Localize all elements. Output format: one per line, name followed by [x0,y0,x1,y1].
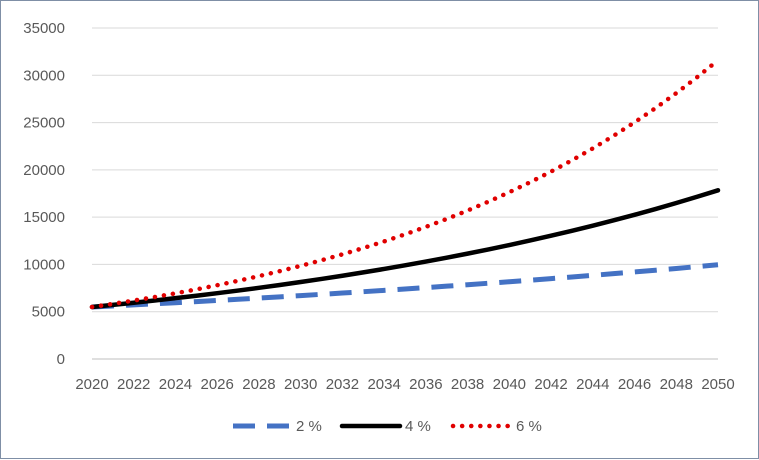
y-axis-ticks: 0 5000 10000 15000 20000 25000 30000 35000 [23,20,65,368]
x-tick-label: 2026 [201,376,234,393]
x-tick-label: 2042 [534,376,567,393]
series-lines [89,58,721,310]
legend-label-3: 6 % [516,418,542,435]
x-tick-label: 2024 [159,376,192,393]
y-tick-label: 20000 [23,162,65,179]
x-tick-label: 2020 [75,376,108,393]
y-tick-label: 0 [57,351,65,368]
x-tick-label: 2030 [284,376,317,393]
y-tick-label: 35000 [23,20,65,37]
x-tick-label: 2040 [493,376,526,393]
legend-label-2: 4 % [405,418,431,435]
x-tick-label: 2050 [701,376,734,393]
x-tick-label: 2048 [660,376,693,393]
series-line-3 [89,58,721,310]
x-tick-label: 2038 [451,376,484,393]
x-axis-ticks: 2020 2022 2024 2026 2028 2030 2032 2034 2036 2038… [75,376,734,393]
x-tick-label: 2022 [117,376,150,393]
x-tick-label: 2028 [242,376,275,393]
y-tick-label: 10000 [23,256,65,273]
y-tick-label: 5000 [32,304,65,321]
x-tick-label: 2046 [618,376,651,393]
x-tick-label: 2036 [409,376,442,393]
gridlines [92,27,718,360]
legend: 2 % 4 % 6 % [233,418,542,435]
y-tick-label: 15000 [23,209,65,226]
x-tick-label: 2044 [576,376,609,393]
x-tick-label: 2032 [326,376,359,393]
y-tick-label: 25000 [23,115,65,132]
series-line-2 [89,188,721,310]
y-tick-label: 30000 [23,67,65,84]
legend-label-1: 2 % [296,418,322,435]
x-tick-label: 2034 [367,376,400,393]
series-line-1 [91,262,719,310]
